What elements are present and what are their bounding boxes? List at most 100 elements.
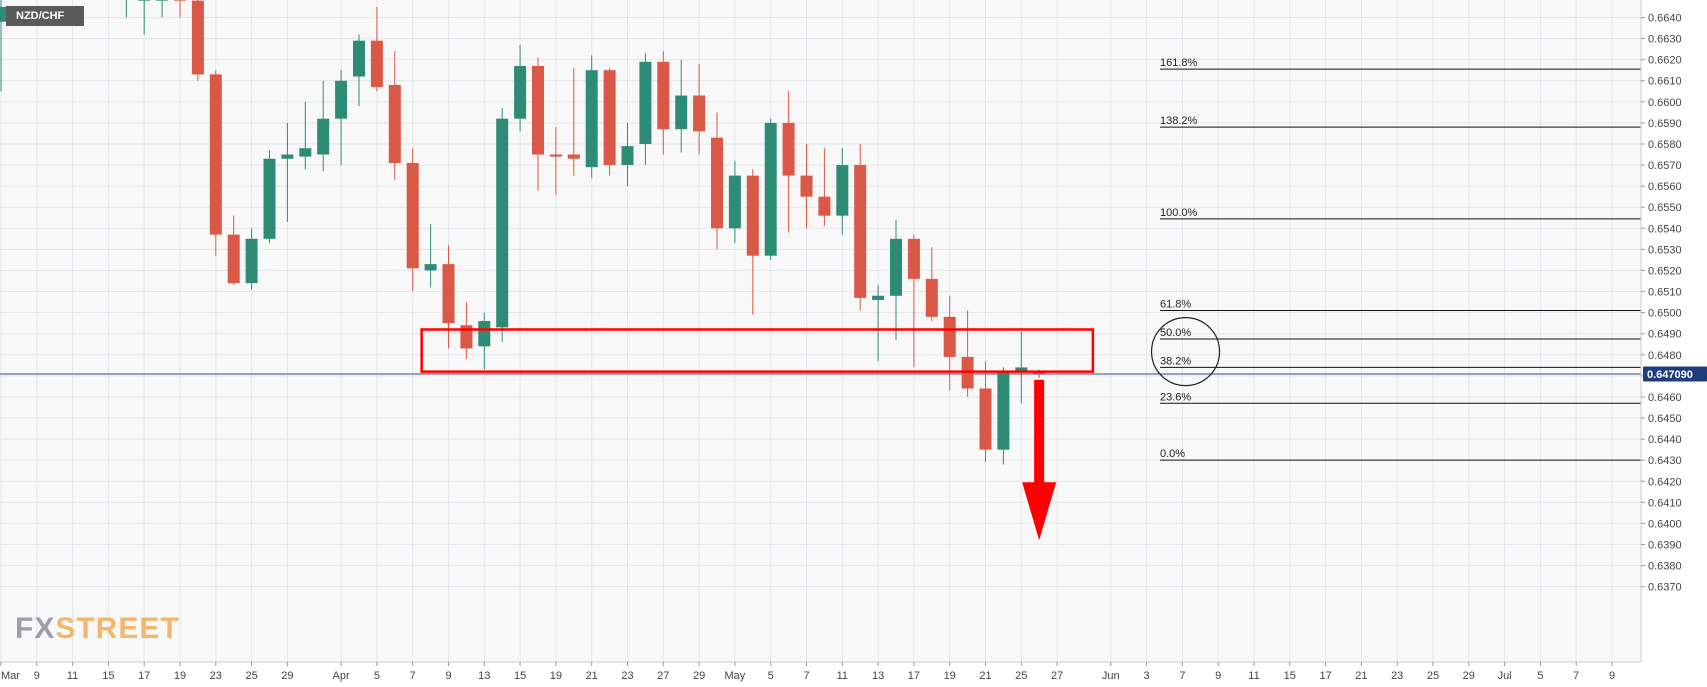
y-tick-label: 0.6480 bbox=[1648, 350, 1682, 362]
down-arrow-head bbox=[1022, 482, 1057, 541]
candle-body bbox=[263, 158, 276, 239]
y-tick-label: 0.6540 bbox=[1648, 223, 1682, 235]
candle-body bbox=[442, 264, 455, 324]
price-axis: 0.6640 0.6630 0.6620 0.6610 0.6600 0.6590 0.65… bbox=[1641, 13, 1682, 594]
y-tick-label: 0.6550 bbox=[1648, 202, 1682, 214]
x-tick-label: 29 bbox=[1463, 670, 1475, 682]
candle-body bbox=[782, 122, 795, 176]
x-tick-label: 27 bbox=[657, 670, 669, 682]
candle-body bbox=[800, 175, 813, 197]
y-tick-label: 0.6460 bbox=[1648, 392, 1682, 404]
y-tick-label: 0.6370 bbox=[1648, 582, 1682, 594]
current-price-tag: 0.647090 bbox=[1643, 366, 1707, 382]
y-tick-label: 0.6490 bbox=[1648, 329, 1682, 341]
candle-body bbox=[907, 238, 920, 279]
plot-background bbox=[0, 0, 1641, 662]
candle-body bbox=[478, 321, 491, 347]
y-tick-label: 0.6500 bbox=[1648, 308, 1682, 320]
candle-body bbox=[693, 95, 706, 132]
x-tick-label: 29 bbox=[281, 670, 293, 682]
x-tick-label: 25 bbox=[245, 670, 257, 682]
candle-body bbox=[890, 238, 902, 296]
y-tick-label: 0.6510 bbox=[1648, 287, 1682, 299]
x-tick-label: 17 bbox=[908, 670, 920, 682]
x-tick-label: 11 bbox=[67, 670, 78, 682]
candle-body bbox=[460, 325, 473, 349]
current-price-label: 0.647090 bbox=[1647, 369, 1693, 381]
y-tick-label: 0.6570 bbox=[1648, 160, 1682, 172]
logo-street: STREET bbox=[55, 612, 180, 645]
x-tick-label: 23 bbox=[1391, 670, 1403, 682]
candle-body bbox=[639, 61, 652, 144]
x-tick-label: 21 bbox=[586, 670, 598, 682]
x-tick-label: 25 bbox=[1015, 670, 1027, 682]
x-tick-label: 23 bbox=[621, 670, 633, 682]
fibonacci-levels: 161.8% 138.2% 100.0% 61.8% 50.0% 38.2% 23.6% 0.… bbox=[1160, 57, 1641, 461]
y-tick-label: 0.6410 bbox=[1648, 497, 1682, 509]
candle-body bbox=[657, 61, 670, 130]
x-tick-label: 27 bbox=[1051, 670, 1063, 682]
x-tick-label: 11 bbox=[1248, 670, 1259, 682]
candle-body bbox=[603, 70, 616, 166]
candle-body bbox=[532, 65, 544, 155]
fxstreet-logo: FXSTREET bbox=[15, 612, 180, 646]
x-tick-label: 7 bbox=[1179, 670, 1185, 682]
candle-body bbox=[496, 118, 509, 328]
y-tick-label: 0.6590 bbox=[1648, 118, 1682, 130]
candle-body bbox=[191, 0, 204, 75]
x-tick-label: 19 bbox=[550, 670, 562, 682]
y-tick-label: 0.6620 bbox=[1648, 55, 1682, 67]
support-zone-box bbox=[420, 328, 1095, 373]
x-tick-label: May bbox=[725, 670, 746, 682]
x-tick-label: 21 bbox=[979, 670, 991, 682]
x-tick-label: 9 bbox=[1609, 670, 1615, 682]
y-tick-label: 0.6560 bbox=[1648, 181, 1682, 193]
x-tick-label: 5 bbox=[374, 670, 380, 682]
time-axis: Mar 9 11 15 17 19 23 25 29 Apr 5 7 9 13 15 19 21 23 27 29 Ma… bbox=[0, 662, 1615, 682]
fib-level-label: 161.8% bbox=[1160, 57, 1198, 69]
candle-body bbox=[711, 137, 723, 229]
y-tick-label: 0.6380 bbox=[1648, 561, 1682, 573]
x-tick-label: 19 bbox=[174, 670, 186, 682]
fib-level-label: 23.6% bbox=[1160, 391, 1191, 403]
x-tick-label: Jun bbox=[1102, 670, 1120, 682]
y-tick-label: 0.6580 bbox=[1648, 139, 1682, 151]
y-tick-label: 0.6430 bbox=[1648, 455, 1682, 467]
candle-body bbox=[585, 70, 598, 168]
fib-level-label: 38.2% bbox=[1160, 355, 1191, 367]
y-tick-label: 0.6530 bbox=[1648, 244, 1682, 256]
logo-fx: FX bbox=[15, 612, 56, 645]
y-tick-label: 0.6630 bbox=[1648, 34, 1682, 46]
y-tick-label: 0.6420 bbox=[1648, 476, 1682, 488]
y-tick-label: 0.6520 bbox=[1648, 265, 1682, 277]
x-tick-label: 29 bbox=[693, 670, 705, 682]
candle-body bbox=[335, 80, 348, 119]
y-tick-label: 0.6640 bbox=[1648, 13, 1682, 25]
x-tick-label: 7 bbox=[1573, 670, 1579, 682]
annotations bbox=[420, 317, 1221, 541]
x-tick-label: 23 bbox=[210, 670, 222, 682]
candle-body bbox=[925, 278, 938, 317]
candle-body bbox=[227, 234, 240, 284]
x-tick-label: 17 bbox=[138, 670, 150, 682]
candle-body bbox=[621, 146, 634, 166]
x-tick-label: 15 bbox=[514, 670, 526, 682]
candle-body bbox=[406, 162, 419, 269]
candle-body bbox=[872, 295, 885, 300]
x-tick-label: 11 bbox=[837, 670, 848, 682]
fib-level-label: 61.8% bbox=[1160, 299, 1191, 311]
candle-body bbox=[370, 40, 383, 88]
candle-body bbox=[746, 175, 759, 256]
candle-body bbox=[156, 0, 169, 1]
fib-level-label: 100.0% bbox=[1160, 207, 1198, 219]
down-arrow-shaft bbox=[1034, 379, 1045, 486]
fib-level-label: 138.2% bbox=[1160, 115, 1198, 127]
candle-body bbox=[549, 154, 562, 157]
x-tick-label: Apr bbox=[333, 670, 350, 682]
candle-body bbox=[764, 122, 777, 256]
candle-body bbox=[209, 74, 222, 235]
y-tick-label: 0.6440 bbox=[1648, 434, 1682, 446]
fib-level-label: 0.0% bbox=[1160, 448, 1185, 460]
candle-body bbox=[567, 154, 580, 159]
